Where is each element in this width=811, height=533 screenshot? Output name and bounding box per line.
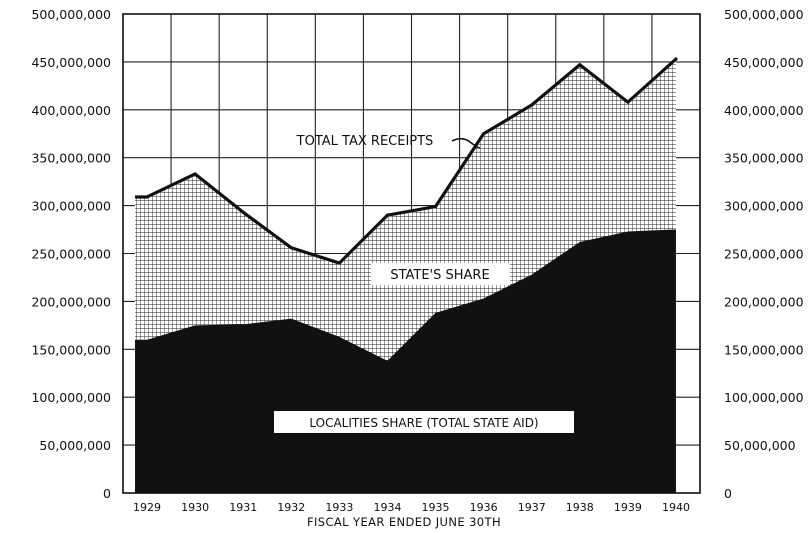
total-tax-receipts-point	[242, 211, 245, 214]
y-tick-label-left: 300,000,000	[31, 199, 111, 214]
y-axis-right: 0 50,000,000 100,000,000 150,000,000 200,000…	[724, 7, 804, 501]
state-share-label: STATE'S SHARE	[390, 268, 489, 283]
x-tick-label: 1930	[181, 501, 209, 514]
y-tick-label-left: 100,000,000	[31, 390, 111, 405]
y-tick-label-right: 0	[724, 486, 732, 501]
x-tick-label: 1931	[229, 501, 257, 514]
x-tick-label: 1929	[133, 501, 161, 514]
x-tick-label: 1936	[470, 501, 498, 514]
x-axis: 1929 1930 1931 1932 1933 1934 1935 1936 1937 1938…	[133, 501, 690, 514]
localities-share-label: LOCALITIES SHARE (TOTAL STATE AID)	[309, 416, 538, 430]
y-tick-label-left: 0	[103, 486, 111, 501]
x-tick-label: 1937	[518, 501, 546, 514]
y-tick-label-right: 150,000,000	[724, 342, 804, 357]
y-tick-label-right: 450,000,000	[724, 55, 804, 70]
total-tax-receipts-point	[145, 195, 148, 198]
y-tick-label-right: 350,000,000	[724, 151, 804, 166]
y-tick-label-left: 350,000,000	[31, 151, 111, 166]
total-receipts-label: TOTAL TAX RECEIPTS	[296, 134, 434, 149]
total-tax-receipts-point	[434, 205, 437, 208]
y-tick-label-right: 200,000,000	[724, 294, 804, 309]
y-tick-label-right: 400,000,000	[724, 103, 804, 118]
y-axis-left: 0 50,000,000 100,000,000 150,000,000 200,000…	[31, 7, 111, 501]
y-tick-label-left: 150,000,000	[31, 342, 111, 357]
x-tick-label: 1939	[614, 501, 642, 514]
y-tick-label-left: 200,000,000	[31, 294, 111, 309]
x-tick-label: 1932	[277, 501, 305, 514]
total-tax-receipts-point	[530, 103, 533, 106]
y-tick-label-left: 250,000,000	[31, 247, 111, 262]
y-tick-label-left: 50,000,000	[39, 438, 111, 453]
x-tick-label: 1933	[325, 501, 353, 514]
total-tax-receipts-point	[290, 246, 293, 249]
total-tax-receipts-point	[674, 57, 677, 60]
y-tick-label-right: 500,000,000	[724, 7, 804, 22]
y-tick-label-right: 50,000,000	[724, 438, 796, 453]
localities-share-annotation: LOCALITIES SHARE (TOTAL STATE AID)	[274, 411, 574, 433]
y-tick-label-left: 400,000,000	[31, 103, 111, 118]
y-tick-label-right: 100,000,000	[724, 390, 804, 405]
x-tick-label: 1938	[566, 501, 594, 514]
x-tick-label: 1934	[373, 501, 401, 514]
y-tick-label-left: 450,000,000	[31, 55, 111, 70]
total-tax-receipts-point	[338, 261, 341, 264]
total-receipts-annotation: TOTAL TAX RECEIPTS	[296, 134, 480, 149]
x-tick-label: 1940	[662, 501, 690, 514]
total-tax-receipts-point	[386, 214, 389, 217]
total-tax-receipts-point	[194, 172, 197, 175]
total-tax-receipts-point	[626, 101, 629, 104]
x-axis-title: FISCAL YEAR ENDED JUNE 30TH	[307, 515, 501, 529]
x-tick-label: 1935	[422, 501, 450, 514]
total-tax-receipts-point	[578, 63, 581, 66]
total-tax-receipts-point	[482, 132, 485, 135]
y-tick-label-right: 250,000,000	[724, 247, 804, 262]
state-share-annotation: STATE'S SHARE	[371, 263, 510, 285]
y-tick-label-right: 300,000,000	[724, 199, 804, 214]
y-tick-label-left: 500,000,000	[31, 7, 111, 22]
